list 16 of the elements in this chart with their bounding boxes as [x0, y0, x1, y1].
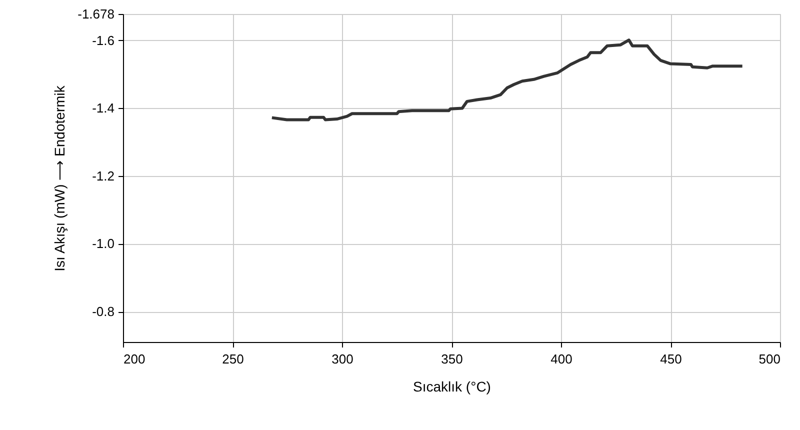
x-tick-label: 500 — [758, 352, 780, 366]
y-axis-title: Isı Akışı (mW) ⟶ Endotermik — [52, 84, 68, 272]
y-tick-label: -1.2 — [92, 168, 114, 184]
y-tick-label: -1.4 — [92, 100, 114, 116]
x-tick-label: 250 — [222, 352, 244, 366]
x-axis-title: Sıcaklık (°C) — [413, 378, 491, 394]
line-series — [270, 38, 744, 122]
x-tick-label: 300 — [332, 352, 354, 366]
y-tick-label: -1.0 — [92, 236, 114, 252]
y-tick-label: -1.6 — [92, 32, 114, 48]
x-tick-label: 450 — [660, 352, 682, 366]
x-tick-label: 350 — [441, 352, 463, 366]
y-tick-label: -0.8 — [92, 304, 114, 320]
x-tick-label: 200 — [124, 352, 146, 366]
y-tick-label: -1.678 — [78, 6, 114, 22]
x-tick-label: 400 — [550, 352, 572, 366]
